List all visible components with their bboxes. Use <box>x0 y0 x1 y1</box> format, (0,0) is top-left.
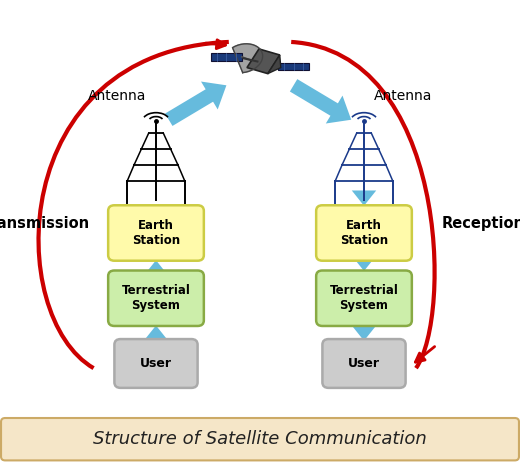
Polygon shape <box>211 53 242 61</box>
Text: Earth
Station: Earth Station <box>132 219 180 247</box>
Polygon shape <box>232 44 263 73</box>
FancyBboxPatch shape <box>108 270 204 326</box>
Text: User: User <box>140 357 172 370</box>
Text: Antenna: Antenna <box>88 89 146 103</box>
Text: Antenna: Antenna <box>374 89 432 103</box>
Text: Reception: Reception <box>442 216 520 231</box>
FancyBboxPatch shape <box>108 205 204 261</box>
Text: Terrestrial
System: Terrestrial System <box>122 284 190 312</box>
Polygon shape <box>247 49 280 74</box>
FancyBboxPatch shape <box>114 339 198 388</box>
Text: Structure of Satellite Communication: Structure of Satellite Communication <box>93 430 427 448</box>
Polygon shape <box>278 63 309 70</box>
Polygon shape <box>268 55 281 74</box>
Text: User: User <box>348 357 380 370</box>
Text: Earth
Station: Earth Station <box>340 219 388 247</box>
Text: Terrestrial
System: Terrestrial System <box>330 284 398 312</box>
Text: Transmission: Transmission <box>0 216 90 231</box>
FancyBboxPatch shape <box>316 205 412 261</box>
FancyBboxPatch shape <box>1 418 519 460</box>
FancyBboxPatch shape <box>322 339 406 388</box>
FancyBboxPatch shape <box>316 270 412 326</box>
